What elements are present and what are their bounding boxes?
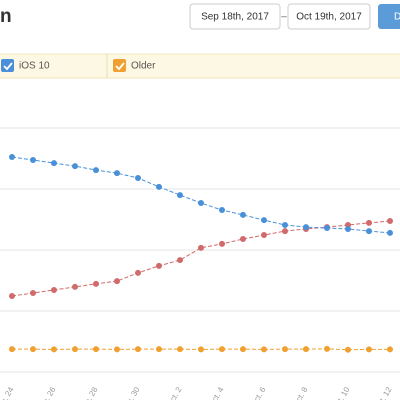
date-input[interactable]	[287, 3, 371, 30]
point	[177, 346, 183, 353]
point	[177, 257, 183, 264]
legend-checkbox[interactable]	[1, 59, 14, 72]
point	[156, 346, 162, 353]
point	[114, 170, 120, 177]
legend-checkbox[interactable]	[113, 59, 126, 72]
x-tick-label: Sep. 28	[78, 385, 100, 400]
point	[198, 200, 204, 207]
x-tick-label: Oct. 8	[291, 385, 310, 400]
series-line	[11, 220, 391, 297]
point	[345, 225, 351, 232]
point	[219, 240, 225, 247]
point	[156, 183, 162, 190]
legend-label: iOS 10	[19, 61, 50, 72]
point	[303, 224, 309, 231]
point	[282, 228, 288, 235]
point	[366, 346, 372, 353]
point	[366, 219, 372, 226]
point	[72, 163, 78, 170]
point	[51, 160, 57, 167]
point	[387, 346, 393, 353]
x-tick-label: Oct. 10	[331, 385, 352, 400]
point	[135, 346, 141, 353]
point	[30, 346, 36, 353]
point	[366, 228, 372, 235]
point	[177, 192, 183, 199]
x-tick-label: Oct. 4	[207, 385, 226, 400]
point	[72, 346, 78, 353]
point	[51, 286, 57, 293]
point	[219, 346, 225, 353]
point	[261, 232, 267, 239]
point	[93, 280, 99, 287]
point	[72, 283, 78, 290]
checkmark	[3, 62, 13, 71]
series-line	[11, 156, 391, 234]
point	[9, 153, 15, 160]
date-input[interactable]	[189, 3, 281, 30]
button-label: D	[394, 12, 400, 23]
x-tick-label: Sep. 26	[36, 385, 58, 400]
point	[261, 346, 267, 353]
x-tick-label: Oct. 2	[165, 385, 184, 400]
point	[9, 346, 15, 353]
point	[198, 244, 204, 251]
point	[261, 217, 267, 224]
point	[219, 207, 225, 214]
date-from: Sep 18th, 2017	[201, 12, 269, 23]
point	[387, 229, 393, 236]
point	[135, 175, 141, 182]
point	[303, 346, 309, 353]
point	[30, 290, 36, 297]
date-to: Oct 19th, 2017	[296, 12, 362, 23]
page-title: n	[0, 6, 12, 27]
x-tick-label: Oct. 6	[249, 385, 268, 400]
point	[9, 293, 15, 300]
point	[240, 211, 246, 218]
x-tick-label: Sep. 30	[120, 385, 142, 400]
point	[93, 346, 99, 353]
point	[240, 236, 246, 243]
point	[282, 346, 288, 353]
point	[345, 346, 351, 353]
point	[240, 346, 246, 353]
point	[156, 262, 162, 269]
point	[30, 157, 36, 164]
x-tick-label: Sep. 24	[0, 385, 16, 400]
legend-label: Older	[131, 61, 156, 72]
point	[114, 278, 120, 285]
point	[135, 269, 141, 276]
separator: –	[281, 12, 287, 23]
point	[282, 221, 288, 228]
button[interactable]	[378, 4, 400, 29]
x-tick-label: Oct. 12	[373, 385, 394, 400]
checkmark	[115, 62, 125, 71]
point	[324, 345, 330, 352]
point	[387, 218, 393, 225]
legend-bar	[0, 53, 400, 79]
point	[93, 167, 99, 174]
point	[324, 225, 330, 232]
point	[51, 346, 57, 353]
point	[114, 346, 120, 353]
point	[198, 346, 204, 353]
